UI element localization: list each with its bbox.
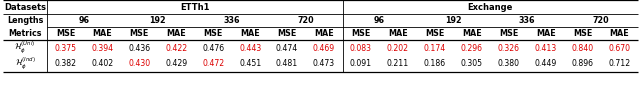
Text: MAE: MAE bbox=[93, 29, 112, 38]
Text: MAE: MAE bbox=[241, 29, 260, 38]
Text: 0.449: 0.449 bbox=[534, 59, 557, 68]
Text: Metrics: Metrics bbox=[8, 29, 42, 38]
Text: 0.472: 0.472 bbox=[202, 59, 224, 68]
Text: 0.443: 0.443 bbox=[239, 44, 261, 53]
Text: 0.896: 0.896 bbox=[572, 59, 593, 68]
Text: 0.481: 0.481 bbox=[276, 59, 298, 68]
Text: Datasets: Datasets bbox=[4, 2, 46, 11]
Text: MAE: MAE bbox=[610, 29, 629, 38]
Text: 0.712: 0.712 bbox=[609, 59, 630, 68]
Text: 0.473: 0.473 bbox=[313, 59, 335, 68]
Text: MSE: MSE bbox=[573, 29, 592, 38]
Text: 720: 720 bbox=[593, 16, 609, 25]
Text: $\mathcal{H}_{\phi}^{(Uni)}$: $\mathcal{H}_{\phi}^{(Uni)}$ bbox=[14, 40, 36, 56]
Text: 720: 720 bbox=[297, 16, 314, 25]
Text: Exchange: Exchange bbox=[468, 2, 513, 11]
Text: 0.202: 0.202 bbox=[387, 44, 409, 53]
Text: MSE: MSE bbox=[130, 29, 149, 38]
Text: 192: 192 bbox=[445, 16, 461, 25]
Text: 0.394: 0.394 bbox=[92, 44, 113, 53]
Text: MSE: MSE bbox=[351, 29, 371, 38]
Text: MAE: MAE bbox=[536, 29, 556, 38]
Text: ETTh1: ETTh1 bbox=[180, 2, 209, 11]
Text: 0.474: 0.474 bbox=[276, 44, 298, 53]
Text: MSE: MSE bbox=[278, 29, 297, 38]
Text: 0.305: 0.305 bbox=[461, 59, 483, 68]
Text: MSE: MSE bbox=[499, 29, 518, 38]
Text: 0.382: 0.382 bbox=[54, 59, 76, 68]
Text: 0.186: 0.186 bbox=[424, 59, 446, 68]
Text: MSE: MSE bbox=[425, 29, 444, 38]
Text: 0.436: 0.436 bbox=[128, 44, 150, 53]
Text: 0.422: 0.422 bbox=[165, 44, 188, 53]
Text: 336: 336 bbox=[519, 16, 536, 25]
Text: 0.091: 0.091 bbox=[350, 59, 372, 68]
Text: Lengths: Lengths bbox=[7, 16, 43, 25]
Text: 0.402: 0.402 bbox=[92, 59, 113, 68]
Text: MSE: MSE bbox=[204, 29, 223, 38]
Text: 0.211: 0.211 bbox=[387, 59, 409, 68]
Text: 336: 336 bbox=[223, 16, 240, 25]
Text: 0.083: 0.083 bbox=[350, 44, 372, 53]
Text: 0.296: 0.296 bbox=[461, 44, 483, 53]
Text: MAE: MAE bbox=[388, 29, 408, 38]
Text: 0.429: 0.429 bbox=[165, 59, 188, 68]
Text: 0.174: 0.174 bbox=[424, 44, 446, 53]
Text: 0.375: 0.375 bbox=[54, 44, 76, 53]
Text: 192: 192 bbox=[150, 16, 166, 25]
Text: 96: 96 bbox=[374, 16, 385, 25]
Text: 0.840: 0.840 bbox=[572, 44, 594, 53]
Text: 0.476: 0.476 bbox=[202, 44, 224, 53]
Text: 96: 96 bbox=[79, 16, 90, 25]
Text: MAE: MAE bbox=[166, 29, 186, 38]
Text: $\mathcal{H}_{\phi}^{(Ind)}$: $\mathcal{H}_{\phi}^{(Ind)}$ bbox=[15, 56, 35, 72]
Text: MAE: MAE bbox=[314, 29, 334, 38]
Text: 0.380: 0.380 bbox=[498, 59, 520, 68]
Text: 0.430: 0.430 bbox=[128, 59, 150, 68]
Text: 0.469: 0.469 bbox=[313, 44, 335, 53]
Text: 0.326: 0.326 bbox=[498, 44, 520, 53]
Text: 0.413: 0.413 bbox=[534, 44, 557, 53]
Text: MSE: MSE bbox=[56, 29, 75, 38]
Text: MAE: MAE bbox=[462, 29, 481, 38]
Text: 0.451: 0.451 bbox=[239, 59, 261, 68]
Text: 0.670: 0.670 bbox=[609, 44, 630, 53]
